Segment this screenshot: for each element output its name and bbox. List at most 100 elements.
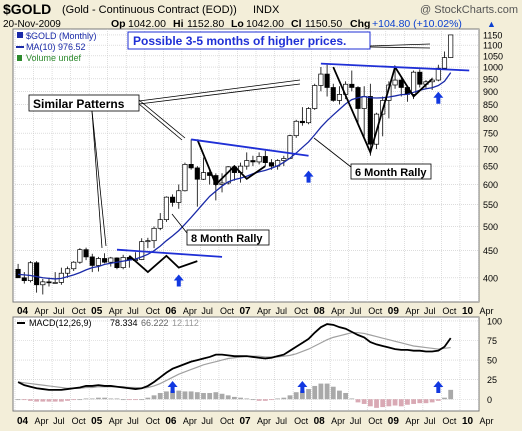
histogram-bar	[108, 398, 114, 400]
histogram-bar	[46, 399, 52, 402]
candle-up	[77, 249, 83, 263]
histogram-bar	[318, 383, 324, 400]
candle-down	[21, 277, 27, 282]
buy-signal-arrows	[173, 91, 444, 287]
x-tick-label: Apr	[331, 306, 345, 316]
legend-swatch-volume	[17, 55, 22, 61]
close-label: Cl	[291, 18, 302, 30]
x-tick-label: Jul	[201, 416, 213, 426]
y-tick-label: 0	[487, 395, 492, 405]
y-tick-label: 700	[483, 145, 498, 155]
x-tick-label: Jul	[127, 306, 139, 316]
x-tick-label: 04	[17, 416, 29, 427]
macd-x-axis: 04 Apr Jul Oct 05 Apr Jul Oct 06 Apr Jul Oct 07 Apr Ju…	[17, 416, 494, 427]
up-arrow-icon	[433, 381, 444, 393]
histogram-bar	[182, 391, 188, 400]
macd-buy-arrows	[167, 381, 444, 393]
histogram-bar	[435, 399, 441, 401]
histogram-bar	[337, 390, 342, 400]
x-tick-label: Apr	[480, 306, 494, 316]
candle-up	[151, 227, 157, 242]
candle-up	[411, 71, 417, 95]
rally-8-annotation: 8 Month Rally	[191, 233, 263, 245]
rally8-box	[186, 229, 270, 246]
y-tick-label: 950	[483, 74, 498, 84]
y-tick-label: 800	[483, 114, 498, 124]
histogram-bar	[411, 399, 417, 404]
x-tick-label: Jul	[276, 416, 288, 426]
macd-value: 78.334	[110, 318, 138, 328]
histogram-bar	[312, 385, 318, 400]
high-label: Hi	[173, 18, 184, 30]
x-tick-label: Apr	[109, 306, 123, 316]
macd-hist-value: 12.112	[172, 318, 199, 328]
x-tick-label: Apr	[35, 416, 49, 426]
x-tick-label: Jul	[350, 306, 362, 316]
histogram-bar	[429, 399, 435, 403]
candle-up	[163, 196, 169, 221]
candle-up	[219, 182, 225, 185]
histogram-bar	[392, 399, 398, 406]
candle-down	[102, 258, 108, 263]
x-tick-label: 05	[91, 306, 103, 317]
histogram-bar	[157, 392, 163, 400]
x-tick-label: 09	[388, 416, 400, 427]
rally8-pointer	[171, 213, 188, 234]
x-tick-label: 10	[462, 306, 474, 317]
macd-signal-line	[18, 332, 451, 389]
headline-box	[127, 31, 371, 50]
rally-6-annotation: 6 Month Rally	[355, 167, 427, 179]
y-tick-label: 450	[483, 246, 498, 256]
histogram-bar	[442, 397, 447, 400]
pattern-2008-top	[320, 62, 470, 72]
candle-up	[441, 57, 448, 69]
x-tick-label: Oct	[442, 416, 457, 426]
quote-line: Op 1042.00 Hi 1152.80 Lo 1042.00 Cl 1150…	[111, 18, 496, 30]
legend-swatch-price	[17, 32, 23, 38]
candle-down	[324, 73, 330, 88]
histogram-bar	[120, 399, 126, 401]
histogram-bar	[77, 399, 83, 401]
histogram-bar	[219, 393, 225, 400]
up-arrow-icon	[297, 381, 308, 393]
candle-down	[262, 156, 268, 163]
x-tick-label: Oct	[146, 416, 161, 426]
x-tick-label: Jul	[424, 416, 436, 426]
y-tick-label: 900	[483, 87, 498, 97]
histogram-bar	[102, 397, 108, 400]
similar-patterns-annotation: Similar Patterns	[33, 97, 125, 111]
candle-up	[64, 268, 71, 274]
histogram-bar	[361, 399, 367, 404]
up-arrow-icon	[433, 91, 444, 104]
pattern-2006	[196, 139, 266, 187]
histogram-bar	[139, 399, 145, 401]
y-tick-label: 1150	[483, 30, 502, 40]
x-tick-label: 10	[462, 416, 474, 427]
histogram-bar	[21, 399, 27, 401]
candle-up	[281, 158, 287, 161]
macd-title: MACD(12,26,9)	[29, 318, 92, 328]
histogram-bar	[238, 397, 243, 400]
histogram-bar	[114, 398, 120, 400]
candle-up	[145, 240, 151, 243]
candle-down	[194, 167, 200, 180]
candle-up	[200, 172, 207, 180]
up-arrow-icon	[303, 170, 314, 183]
change-label: Chg	[350, 18, 370, 30]
x-tick-label: 09	[388, 306, 400, 317]
candle-up	[182, 164, 188, 192]
histogram-bar	[250, 399, 256, 401]
histogram-bar	[194, 392, 200, 400]
histogram-bar	[386, 399, 392, 407]
y-tick-label: 100	[487, 316, 502, 326]
histogram-bar	[349, 398, 355, 400]
x-tick-label: 08	[314, 416, 326, 427]
histogram-bar	[374, 399, 379, 408]
macd-line	[17, 323, 452, 391]
x-tick-label: Jul	[201, 306, 213, 316]
histogram-bar	[324, 383, 330, 400]
x-tick-label: Jul	[276, 306, 288, 316]
candle-up	[318, 73, 324, 86]
y-tick-label: 400	[483, 273, 498, 283]
up-arrow-icon	[167, 381, 178, 393]
